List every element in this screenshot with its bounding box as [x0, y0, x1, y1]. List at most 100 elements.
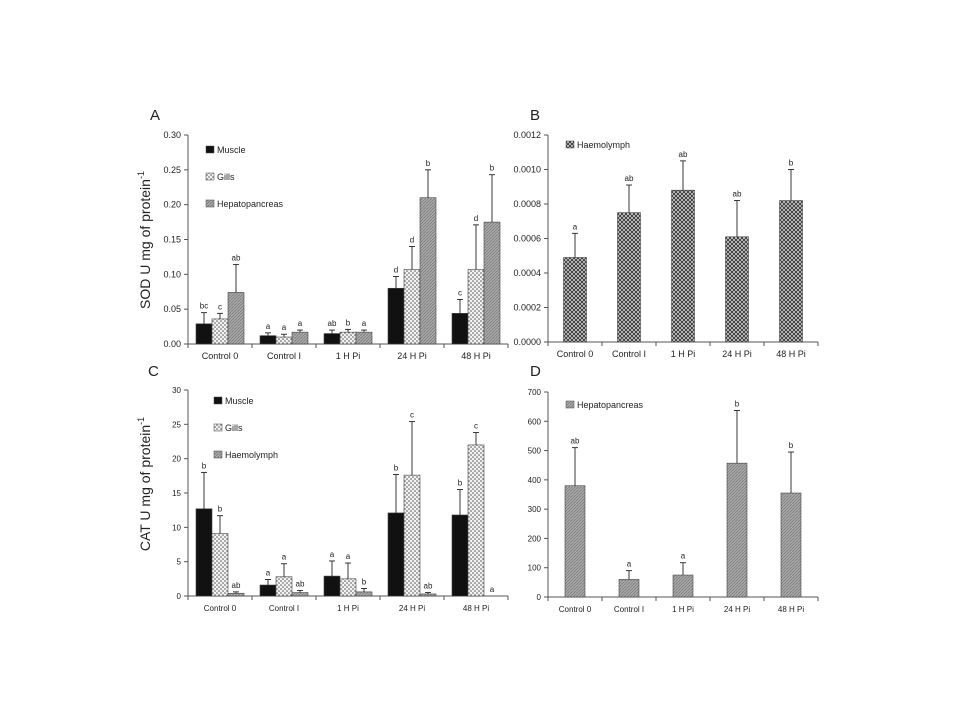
y-tick-label: 0.0000 [513, 337, 541, 347]
significance-letter: b [735, 399, 740, 408]
bar [564, 485, 586, 598]
bar [275, 576, 293, 597]
y-tick-label: 0.00 [163, 339, 181, 349]
significance-letter: ab [571, 437, 580, 446]
legend-label: Haemolymph [577, 140, 630, 150]
y-tick-label: 300 [528, 505, 542, 514]
x-tick-label: Control I [267, 351, 301, 361]
significance-letter: ab [424, 582, 433, 591]
x-tick-label: 1 H Pi [336, 351, 361, 361]
y-tick-label: 0.30 [163, 130, 181, 140]
x-tick-label: 48 H Pi [461, 351, 491, 361]
bar [211, 318, 229, 345]
significance-letter: a [298, 319, 303, 328]
y-tick-label: 0.05 [163, 304, 181, 314]
y-tick-label: 0.0008 [513, 199, 541, 209]
y-axis-label: SOD U mg of protein-1 [136, 171, 153, 309]
bar [387, 287, 405, 345]
significance-letter: ab [232, 254, 241, 263]
x-tick-label: 24 H Pi [399, 604, 425, 613]
y-tick-label: 0.0006 [513, 234, 541, 244]
significance-letter: ab [328, 319, 337, 328]
bar [387, 512, 405, 597]
bar [227, 592, 245, 597]
y-tick-label: 500 [528, 447, 542, 456]
y-axis-label: CAT U mg of protein-1 [136, 417, 153, 551]
bar [291, 331, 309, 345]
significance-letter: b [202, 461, 207, 470]
x-tick-label: 1 H Pi [672, 605, 694, 614]
bar [672, 574, 694, 598]
significance-letter: a [627, 560, 632, 569]
significance-letter: b [346, 318, 351, 327]
bar [563, 257, 587, 343]
bar [323, 333, 341, 345]
bar [419, 197, 437, 345]
x-tick-label: Control I [612, 349, 646, 359]
bar [726, 462, 748, 598]
bar [355, 331, 373, 345]
significance-letter: a [266, 569, 271, 578]
legend-label: Gills [217, 172, 235, 182]
panel-label: D [530, 363, 541, 380]
bar [339, 331, 357, 345]
y-axis-label-superscript: -1 [136, 171, 146, 179]
panel-d: D 0 100 200 300 400 500 600 700 Control 0 Control … [528, 363, 819, 614]
significance-letter: b [426, 159, 431, 168]
bar [339, 578, 357, 597]
legend-label: Hepatopancreas [577, 400, 644, 410]
significance-letter: b [218, 505, 223, 514]
bar [617, 212, 641, 343]
bar [618, 579, 640, 598]
y-axis-label-superscript: -1 [136, 417, 146, 425]
y-tick-label: 30 [172, 386, 181, 395]
y-tick-label: 20 [172, 455, 181, 464]
bar [780, 492, 802, 598]
bar [355, 591, 373, 597]
legend-swatch [205, 145, 215, 154]
y-axis-label-text: SOD U mg of protein [137, 179, 153, 309]
significance-letter: c [474, 422, 478, 431]
bar [451, 313, 469, 345]
x-tick-label: 48 H Pi [778, 605, 804, 614]
significance-letter: a [330, 550, 335, 559]
x-tick-label: 24 H Pi [724, 605, 750, 614]
panel-label: A [150, 107, 160, 124]
y-tick-label: 0 [177, 592, 182, 601]
bar [467, 269, 485, 345]
significance-letter: a [490, 585, 495, 594]
significance-letter: b [458, 479, 463, 488]
significance-letter: a [346, 552, 351, 561]
significance-letter: d [410, 235, 414, 244]
bar [227, 292, 245, 345]
bar [451, 514, 469, 597]
panel-c: C 0 5 10 15 20 25 30 CAT U mg of protein-1 Contro… [136, 363, 509, 613]
y-tick-label: 0.15 [163, 235, 181, 245]
y-tick-label: 100 [528, 564, 542, 573]
panel-a: A 0.00 0.05 0.10 0.15 0.20 0.25 0.30 SOD U mg of… [136, 107, 509, 361]
x-tick-label: 1 H Pi [337, 604, 359, 613]
panel-label: C [148, 363, 159, 380]
y-tick-label: 15 [172, 489, 181, 498]
x-tick-label: 24 H Pi [722, 349, 752, 359]
significance-letter: ab [733, 190, 742, 199]
significance-letter: c [218, 302, 222, 311]
y-tick-label: 700 [528, 388, 542, 397]
significance-letter: c [458, 288, 462, 297]
significance-letter: a [266, 322, 271, 331]
y-tick-label: 0.0010 [513, 165, 541, 175]
legend-swatch [213, 450, 223, 459]
legend-label: Muscle [217, 145, 246, 155]
significance-letter: ab [625, 174, 634, 183]
y-tick-label: 5 [177, 558, 182, 567]
bar [467, 444, 485, 597]
significance-letter: b [394, 463, 399, 472]
y-tick-label: 0.0012 [513, 130, 541, 140]
legend-label: Hepatopancreas [217, 199, 284, 209]
significance-letter: b [490, 164, 495, 173]
significance-letter: a [573, 222, 578, 231]
bar [725, 236, 749, 343]
x-tick-label: 48 H Pi [463, 604, 489, 613]
legend-label: Gills [225, 423, 243, 433]
